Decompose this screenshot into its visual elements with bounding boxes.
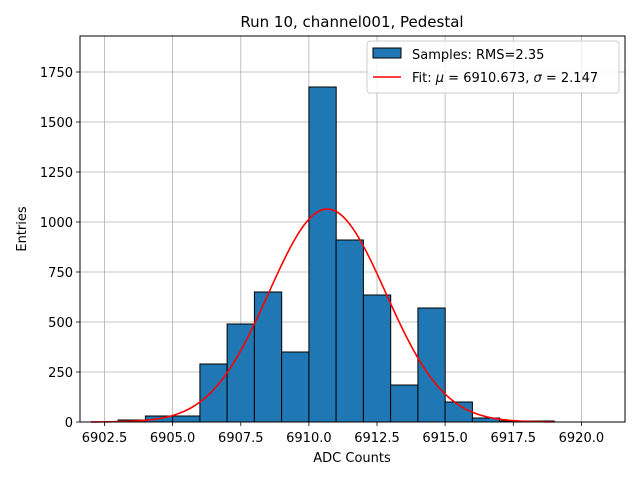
histogram-bar <box>253 291 283 423</box>
y-tick-label: 0 <box>65 416 73 431</box>
histogram-bar <box>281 351 310 423</box>
x-tick-label: 6912.5 <box>354 431 400 446</box>
plot-frame <box>79 35 626 423</box>
y-axis-ticks: 0 250 500 750 1000 1250 1500 1750 <box>40 66 80 431</box>
legend: Samples: RMS=2.35 Fit: μ = 6910.673, σ =… <box>366 40 620 94</box>
y-tick-label: 250 <box>48 366 73 381</box>
histogram-bar <box>308 86 337 423</box>
histogram-bar <box>199 363 228 423</box>
y-tick-label: 1250 <box>40 166 73 181</box>
legend-sigma-value: = 2.147 <box>542 71 598 86</box>
legend-label-samples: Samples: RMS=2.35 <box>412 48 544 63</box>
y-axis-title: Entries <box>15 206 30 252</box>
x-tick-label: 6905.0 <box>150 431 196 446</box>
x-tick-label: 6915.0 <box>422 431 468 446</box>
legend-sigma-symbol: σ <box>534 71 543 86</box>
histogram-bar <box>390 384 419 423</box>
x-axis-ticks: 6902.5 6905.0 6907.5 6910.0 6912.5 6915.0 6917… <box>82 422 604 446</box>
y-tick-label: 1750 <box>40 66 73 81</box>
x-tick-label: 6910.0 <box>286 431 332 446</box>
legend-label-fit: Fit: μ = 6910.673, σ = 2.147 <box>412 71 598 86</box>
chart-title: Run 10, channel001, Pedestal <box>240 13 463 31</box>
y-tick-label: 500 <box>48 316 73 331</box>
y-tick-label: 1000 <box>40 216 73 231</box>
x-axis-title: ADC Counts <box>313 451 391 466</box>
legend-mu-value: = 6910.673, <box>444 71 533 86</box>
x-tick-label: 6902.5 <box>82 431 128 446</box>
gaussian-fit-curve <box>90 208 555 423</box>
x-tick-label: 6907.5 <box>218 431 264 446</box>
histogram-bar <box>226 323 255 423</box>
legend-swatch-samples <box>372 47 402 59</box>
histogram-bars <box>117 86 555 423</box>
legend-box <box>366 40 620 94</box>
histogram-bar <box>335 239 364 423</box>
legend-fit-prefix: Fit: <box>412 71 436 86</box>
histogram-bar <box>172 415 201 423</box>
y-tick-label: 750 <box>48 266 73 281</box>
y-tick-label: 1500 <box>40 116 73 131</box>
x-tick-label: 6917.5 <box>491 431 537 446</box>
histogram-bar <box>362 294 392 423</box>
legend-mu-symbol: μ <box>435 71 444 86</box>
x-tick-label: 6920.0 <box>559 431 605 446</box>
